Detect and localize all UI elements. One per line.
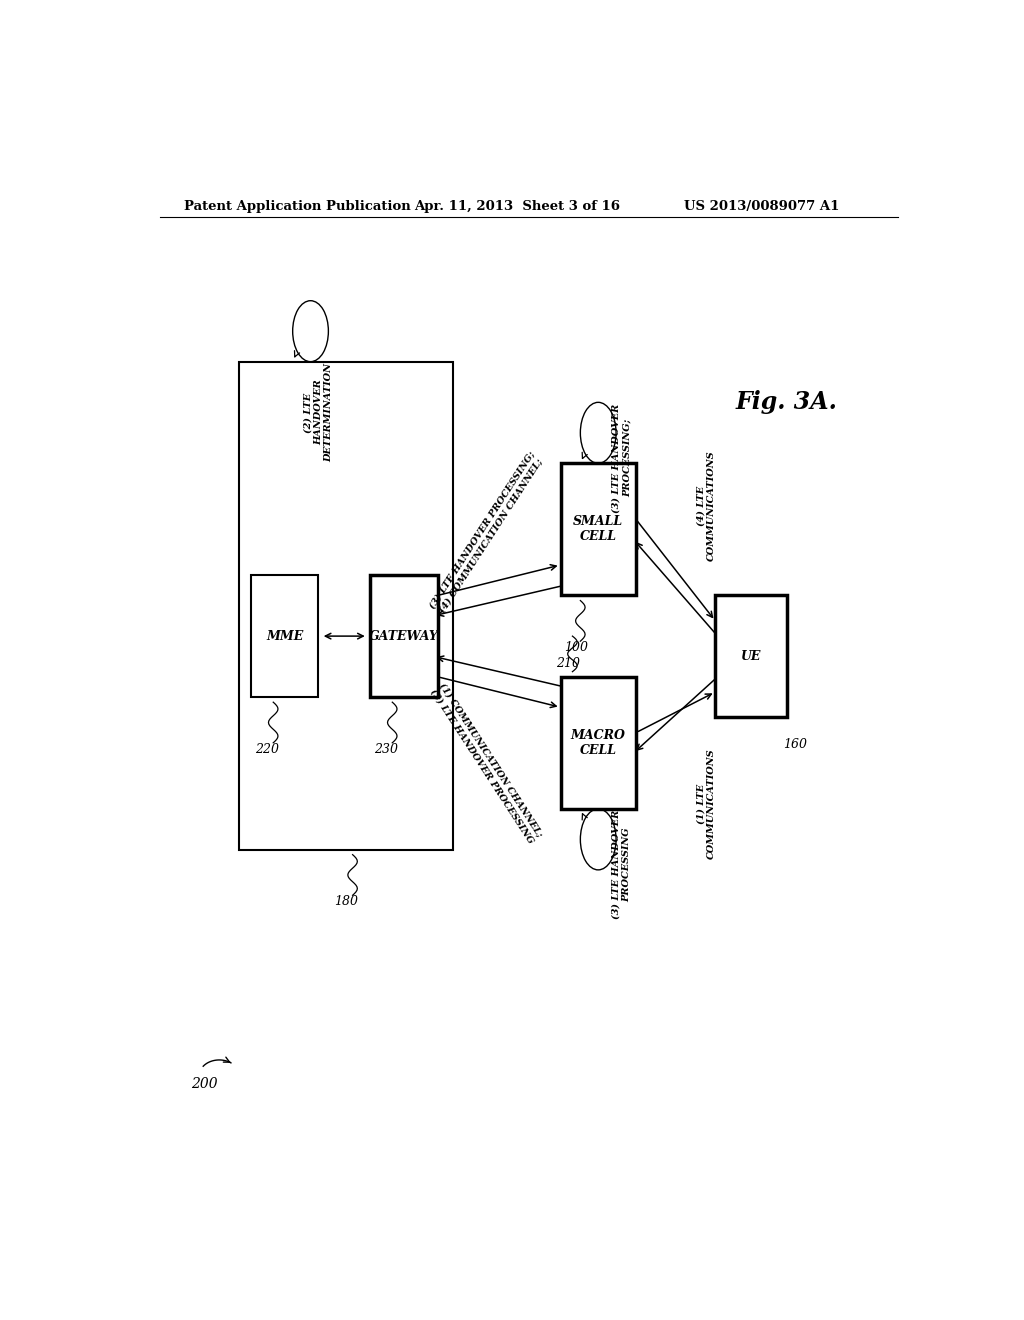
Text: 180: 180	[334, 895, 358, 908]
Bar	[560, 463, 636, 595]
Bar	[560, 677, 636, 809]
Text: (3) LTE HANDOVER PROCESSING;
(4) COMMUNICATION CHANNEL;: (3) LTE HANDOVER PROCESSING; (4) COMMUNI…	[428, 449, 546, 615]
Text: (4) LTE
COMMUNICATIONS: (4) LTE COMMUNICATIONS	[696, 450, 716, 561]
Text: (3) LTE HANDOVER
PROCESSING: (3) LTE HANDOVER PROCESSING	[612, 810, 632, 920]
Text: Apr. 11, 2013  Sheet 3 of 16: Apr. 11, 2013 Sheet 3 of 16	[414, 199, 620, 213]
Text: US 2013/0089077 A1: US 2013/0089077 A1	[684, 199, 839, 213]
Text: 230: 230	[374, 743, 398, 756]
Text: Patent Application Publication: Patent Application Publication	[183, 199, 411, 213]
Bar	[715, 595, 786, 718]
Text: 100: 100	[564, 642, 589, 655]
Text: 200: 200	[191, 1077, 218, 1092]
Text: (1) COMMUNICATION CHANNEL;
(3) LTE HANDOVER PROCESSING: (1) COMMUNICATION CHANNEL; (3) LTE HANDO…	[429, 681, 545, 845]
Text: MACRO
CELL: MACRO CELL	[570, 729, 626, 756]
Bar	[240, 362, 454, 850]
Text: UE: UE	[740, 649, 761, 663]
Bar	[370, 576, 437, 697]
Text: 210: 210	[557, 656, 581, 669]
Text: SMALL
CELL: SMALL CELL	[573, 515, 624, 544]
Text: (1) LTE
COMMUNICATIONS: (1) LTE COMMUNICATIONS	[696, 748, 716, 859]
Text: (2) LTE
HANDOVER
DETERMINATION: (2) LTE HANDOVER DETERMINATION	[303, 363, 334, 462]
Text: GATEWAY: GATEWAY	[369, 630, 438, 643]
Bar	[251, 576, 318, 697]
Text: MME: MME	[266, 630, 303, 643]
Text: 160: 160	[782, 738, 807, 751]
Text: Fig. 3A.: Fig. 3A.	[735, 391, 837, 414]
Text: (3) LTE HANDOVER
PROCESSING;: (3) LTE HANDOVER PROCESSING;	[612, 404, 632, 513]
Text: 220: 220	[255, 743, 279, 756]
